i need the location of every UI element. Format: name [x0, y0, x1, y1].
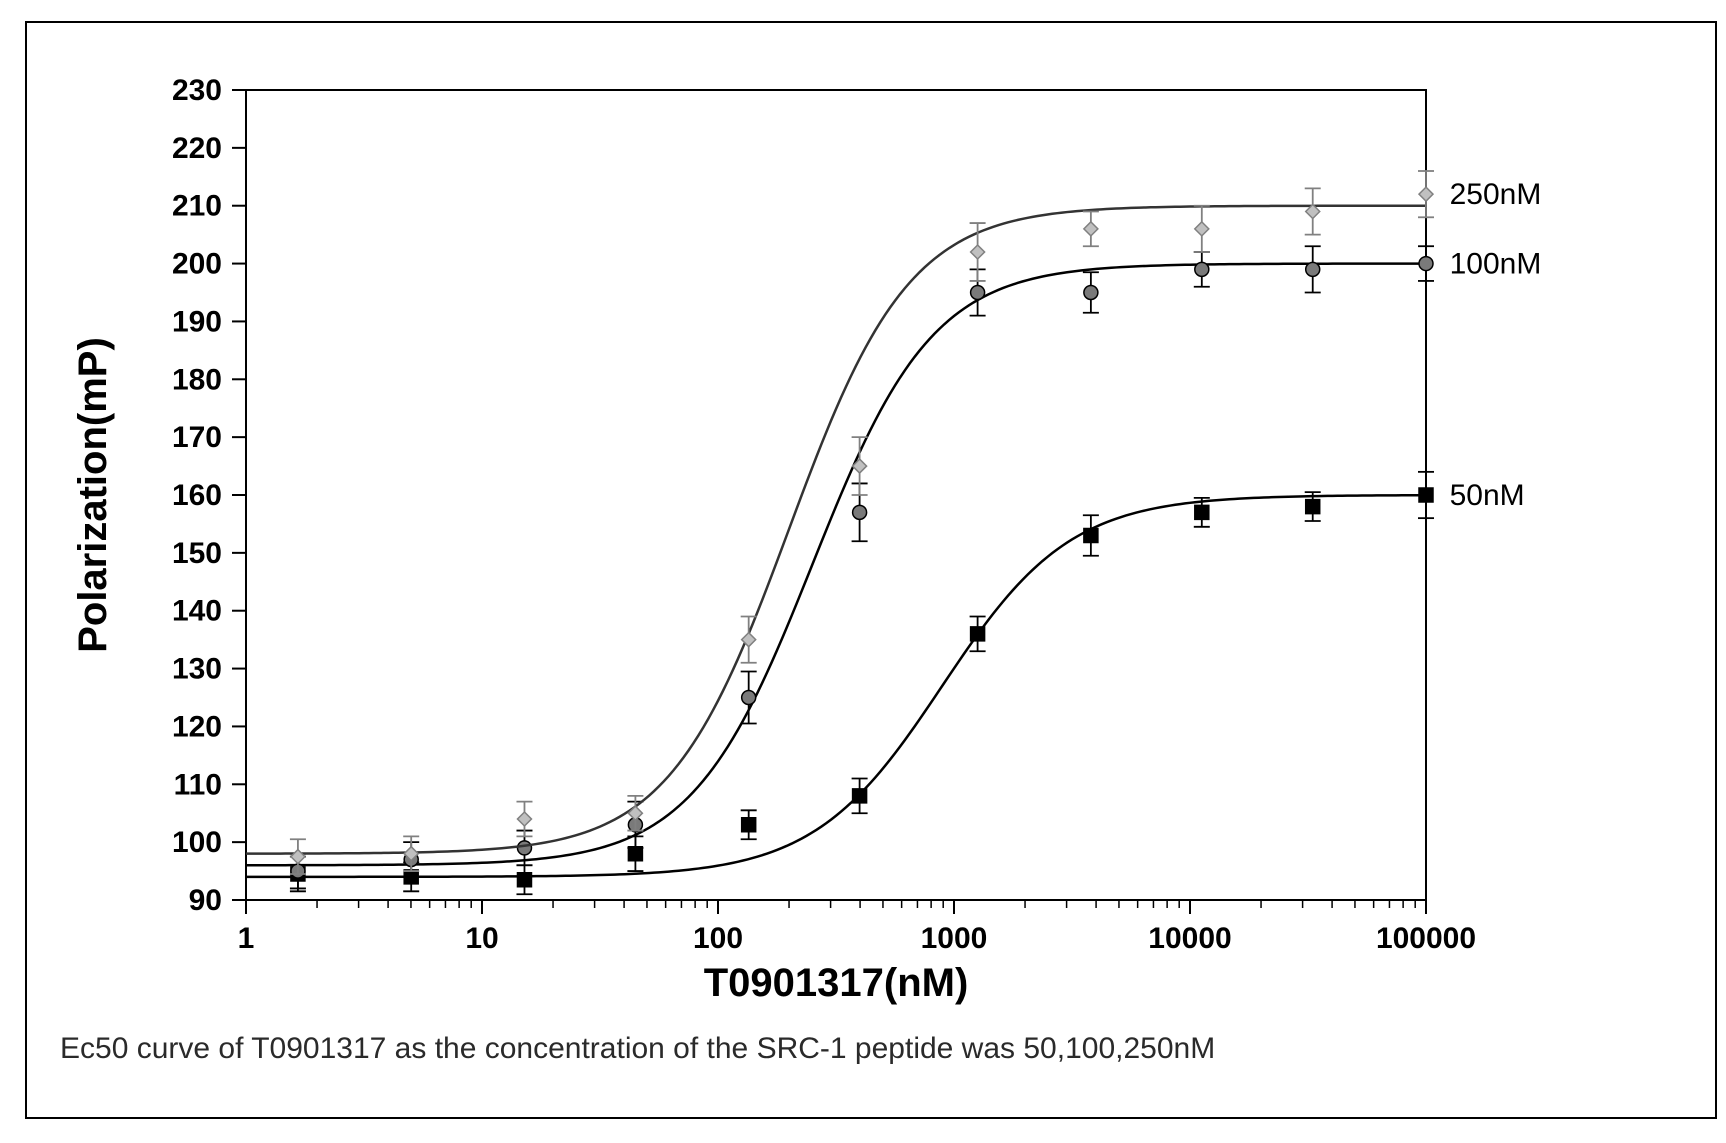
x-tick-label: 10000 [1148, 922, 1231, 955]
y-tick-label: 200 [172, 248, 222, 281]
x-tick-label: 100000 [1376, 922, 1476, 955]
x-tick-label: 1 [238, 922, 255, 955]
x-tick-label: 100 [693, 922, 743, 955]
y-axis-label: Polarization(mP) [71, 337, 115, 653]
y-tick-label: 170 [172, 421, 222, 454]
marker-50nM [1419, 488, 1433, 502]
marker-50nM [853, 789, 867, 803]
y-tick-label: 190 [172, 305, 222, 338]
marker-50nM [1306, 500, 1320, 514]
marker-50nM [517, 873, 531, 887]
marker-100nM [1084, 286, 1098, 300]
marker-50nM [742, 818, 756, 832]
figure-caption: Ec50 curve of T0901317 as the concentrat… [60, 1032, 1215, 1066]
y-tick-label: 90 [189, 884, 222, 917]
marker-100nM [1195, 262, 1209, 276]
y-tick-label: 110 [174, 768, 222, 801]
marker-50nM [1084, 529, 1098, 543]
x-tick-label: 1000 [921, 922, 988, 955]
marker-100nM [971, 286, 985, 300]
marker-50nM [971, 627, 985, 641]
ec50-chart: 9010011012013014015016017018019020021022… [0, 0, 1726, 1138]
marker-100nM [1419, 257, 1433, 271]
y-tick-label: 130 [172, 653, 222, 686]
y-tick-label: 230 [172, 74, 222, 107]
marker-100nM [517, 841, 531, 855]
series-label-50nM: 50nM [1450, 479, 1525, 512]
y-tick-label: 210 [172, 190, 222, 223]
x-tick-label: 10 [465, 922, 498, 955]
plot-box [246, 90, 1426, 900]
y-tick-label: 100 [172, 826, 222, 859]
series-label-250nM: 250nM [1450, 178, 1542, 211]
marker-100nM [1306, 262, 1320, 276]
y-tick-label: 150 [172, 537, 222, 570]
y-tick-label: 220 [172, 132, 222, 165]
x-axis-label: T0901317(nM) [704, 961, 969, 1005]
marker-100nM [742, 691, 756, 705]
y-tick-label: 120 [172, 710, 222, 743]
y-tick-label: 160 [172, 479, 222, 512]
marker-50nM [1195, 505, 1209, 519]
page: 9010011012013014015016017018019020021022… [0, 0, 1726, 1138]
y-tick-label: 140 [172, 595, 222, 628]
series-label-100nM: 100nM [1450, 248, 1542, 281]
y-tick-label: 180 [172, 363, 222, 396]
marker-100nM [853, 505, 867, 519]
